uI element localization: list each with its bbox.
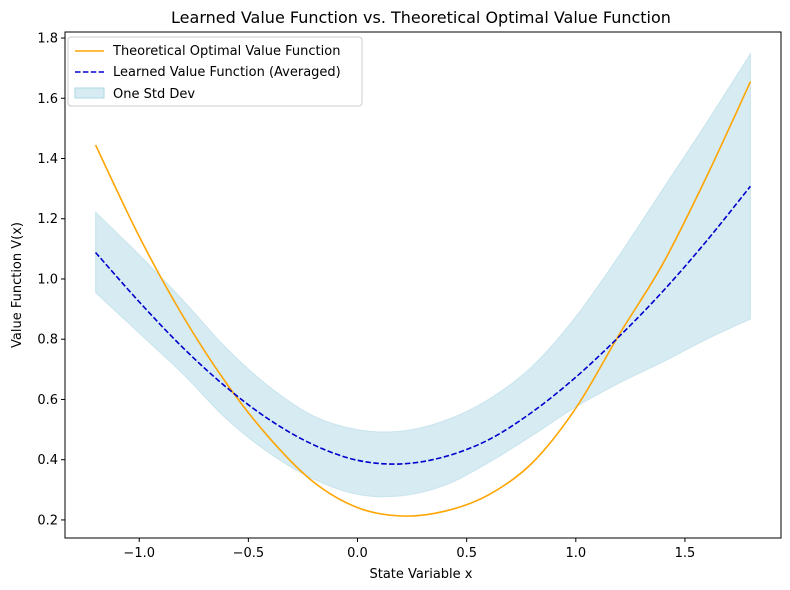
legend-label-theoretical: Theoretical Optimal Value Function: [112, 44, 340, 59]
y-tick-label: 0.6: [37, 393, 58, 408]
theoretical-optimal-line: [94, 81, 752, 517]
y-tick-label: 1.8: [37, 32, 58, 47]
y-tick-label: 1.4: [37, 152, 58, 167]
x-tick-label: 0.5: [456, 546, 477, 561]
learned-value-line: [94, 185, 752, 465]
y-tick-label: 1.0: [37, 272, 58, 287]
x-tick-label: −0.5: [233, 546, 265, 561]
legend: Theoretical Optimal Value Function Learn…: [67, 36, 363, 107]
y-axis: 0.2 0.4 0.6 0.8 1.0 1.2 1.4 1.6 1.8: [37, 32, 65, 528]
y-tick-label: 1.2: [37, 212, 58, 227]
x-tick-label: 0.0: [347, 546, 368, 561]
std-dev-band: [95, 51, 751, 498]
plot-frame: [64, 31, 782, 539]
legend-label-std-band: One Std Dev: [113, 87, 195, 102]
x-axis: −1.0 −0.5 0.0 0.5 1.0 1.5: [123, 538, 695, 561]
y-tick-label: 0.4: [37, 453, 58, 468]
y-tick-label: 0.8: [37, 333, 58, 348]
x-tick-label: 1.5: [675, 546, 696, 561]
x-tick-label: −1.0: [123, 546, 155, 561]
legend-swatch-std-band: [74, 87, 105, 99]
legend-label-learned: Learned Value Function (Averaged): [113, 65, 341, 80]
x-axis-label: State Variable x: [369, 567, 472, 582]
x-tick-label: 1.0: [565, 546, 586, 561]
plot-area: [94, 51, 752, 517]
legend-frame: [67, 36, 363, 107]
y-tick-label: 1.6: [37, 92, 58, 107]
y-tick-label: 0.2: [37, 513, 58, 528]
chart-title: Learned Value Function vs. Theoretical O…: [171, 8, 671, 27]
y-axis-label: Value Function V(x): [10, 222, 25, 348]
